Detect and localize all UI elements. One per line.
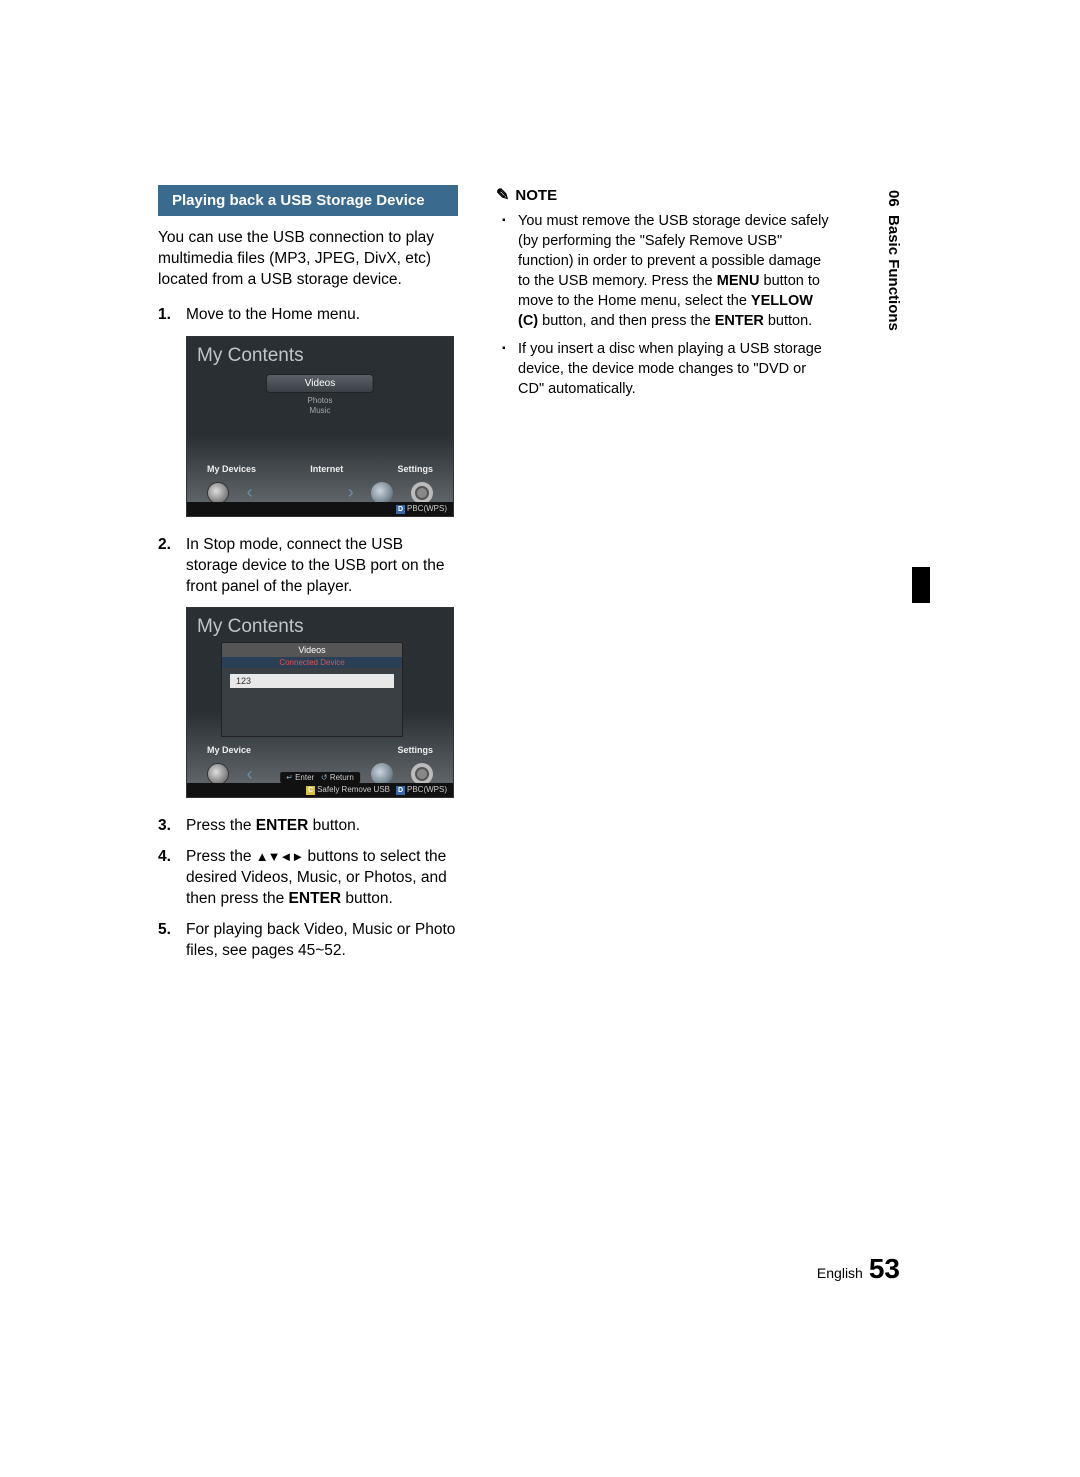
step-5: For playing back Video, Music or Photo f… [158, 920, 458, 962]
globe-icon [371, 482, 393, 504]
note-label: NOTE [515, 187, 557, 204]
disc-icon [207, 482, 229, 504]
chevron-right-icon: › [348, 482, 354, 503]
footer-pbc-2: PBC(WPS) [407, 785, 447, 794]
step-2: In Stop mode, connect the USB storage de… [158, 535, 458, 598]
disc-icon [207, 763, 229, 785]
screenshot-title-2: My Contents [187, 608, 453, 642]
nav-my-device: My Device [207, 745, 251, 755]
page-number: 53 [869, 1253, 900, 1284]
page-footer: English53 [0, 1253, 1080, 1285]
gear-icon [411, 482, 433, 504]
screenshot-connected-device: My Contents Videos Connected Device 123 … [186, 607, 454, 798]
footer-safely-remove: Safely Remove USB [317, 785, 390, 794]
arrow-buttons-icon: ▲▼◄► [256, 849, 303, 864]
nav-my-devices: My Devices [207, 464, 256, 474]
menu-item-music: Music [266, 406, 374, 415]
step-4: Press the ▲▼◄► buttons to select the des… [158, 847, 458, 910]
section-header: Playing back a USB Storage Device [158, 185, 458, 216]
screenshot-home-menu: My Contents Videos Photos Music My Devic… [186, 336, 454, 517]
panel-connected-device: Connected Device [222, 657, 402, 668]
chevron-left-icon: ‹ [247, 764, 253, 785]
panel-device-123: 123 [230, 674, 394, 688]
nav-settings: Settings [397, 464, 433, 474]
side-chapter-tab: 06 Basic Functions [885, 190, 902, 331]
footer-pbc: PBC(WPS) [407, 504, 447, 513]
menu-item-photos: Photos [266, 396, 374, 405]
screenshot-title: My Contents [187, 337, 453, 371]
badge-d: D [396, 505, 405, 514]
menu-item-videos: Videos [266, 374, 374, 393]
gear-icon [411, 763, 433, 785]
hint-bar: ↵ Enter ↺ Return [280, 772, 360, 783]
note-item-2: If you insert a disc when playing a USB … [496, 339, 836, 399]
nav-internet: Internet [310, 464, 343, 474]
step-1: Move to the Home menu. [158, 305, 458, 326]
panel-videos: Videos [222, 643, 402, 657]
badge-c: C [306, 786, 315, 795]
intro-text: You can use the USB connection to play m… [158, 228, 458, 291]
chevron-left-icon: ‹ [247, 482, 253, 503]
badge-d: D [396, 786, 405, 795]
note-icon: ✎ [496, 185, 509, 205]
nav-settings-2: Settings [397, 745, 433, 755]
note-item-1: You must remove the USB storage device s… [496, 211, 836, 331]
step-3: Press the ENTER button. [158, 816, 458, 837]
globe-icon [371, 763, 393, 785]
